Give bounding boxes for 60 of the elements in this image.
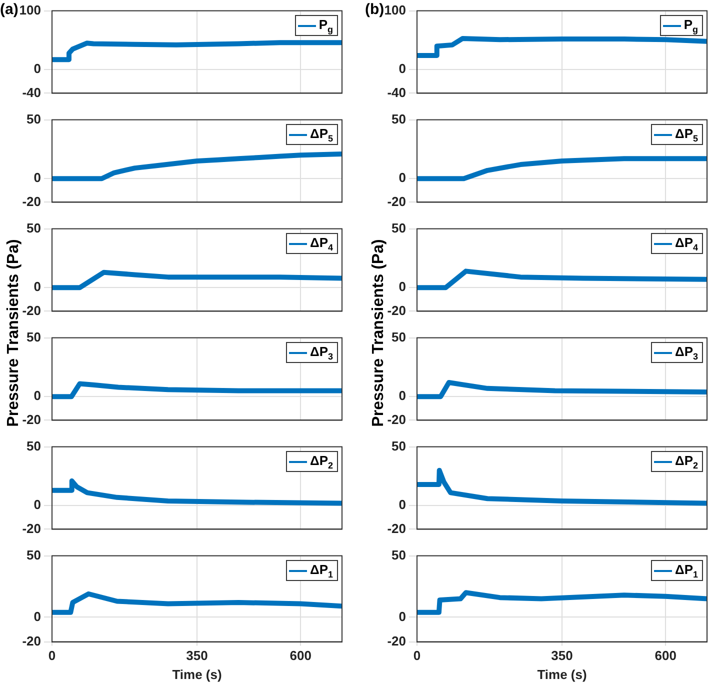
y-tick-label: 50 — [26, 111, 41, 126]
y-tick-label: 50 — [392, 438, 406, 454]
y-tick-label: 100 — [384, 2, 406, 18]
legend-label: P$_{g}$ — [684, 16, 698, 34]
y-tick-label: 50 — [26, 220, 41, 236]
x-axis-title: Time (s) — [537, 666, 587, 682]
legend-label: ΔP$_{5}$ — [674, 126, 698, 144]
y-tick-label: -20 — [22, 412, 41, 427]
y-tick-label: 50 — [26, 329, 41, 344]
legend-label: ΔP$_{4}$ — [674, 234, 698, 252]
y-tick-label: 0 — [398, 388, 406, 404]
y-tick-label: 0 — [398, 170, 406, 186]
y-tick-label: -20 — [387, 302, 406, 318]
y-tick-label: 0 — [398, 279, 406, 294]
legend-label: ΔP$_{1}$ — [310, 562, 333, 580]
y-tick-label: 0 — [34, 497, 41, 512]
y-tick-label: 50 — [392, 329, 406, 344]
y-tick-label: 50 — [26, 438, 41, 454]
y-tick-label: 0 — [34, 279, 41, 294]
y-axis-title: Pressure Transients (Pa) — [370, 239, 388, 427]
legend-label: ΔP$_{5}$ — [310, 126, 333, 144]
y-tick-label: 0 — [34, 388, 41, 404]
y-tick-label: -20 — [387, 520, 406, 536]
legend-label: ΔP$_{3}$ — [310, 344, 333, 362]
x-tick-label: 600 — [290, 648, 312, 664]
legend-label: ΔP$_{1}$ — [674, 562, 698, 580]
y-tick-label: -20 — [22, 633, 41, 648]
x-axis-title: Time (s) — [172, 666, 222, 682]
x-tick-label: 0 — [48, 648, 56, 664]
x-tick-label: 350 — [186, 648, 208, 664]
x-tick-label: 0 — [413, 648, 421, 664]
x-tick-label: 600 — [654, 648, 676, 664]
y-tick-label: 0 — [34, 170, 41, 186]
y-tick-label: 50 — [392, 220, 406, 236]
y-tick-label: 100 — [19, 2, 41, 18]
text: (b) — [365, 1, 384, 18]
legend-label: ΔP$_{3}$ — [674, 344, 698, 362]
text: (a) — [0, 1, 18, 18]
y-tick-label: -20 — [387, 633, 406, 648]
legend-label: P$_{g}$ — [318, 16, 333, 34]
legend-label: ΔP$_{4}$ — [310, 234, 333, 252]
legend-label: ΔP$_{2}$ — [310, 452, 333, 470]
y-axis-title: Pressure Transients (Pa) — [4, 239, 22, 427]
y-tick-label: -40 — [22, 84, 41, 100]
y-tick-label: 0 — [398, 497, 406, 512]
y-tick-label: -20 — [387, 194, 406, 209]
y-tick-label: 50 — [26, 547, 41, 562]
y-tick-label: 50 — [392, 111, 406, 126]
y-tick-label: 50 — [392, 547, 406, 562]
y-tick-label: -20 — [22, 194, 41, 209]
y-tick-label: -20 — [387, 412, 406, 427]
y-tick-label: -20 — [22, 520, 41, 536]
y-tick-label: 0 — [34, 608, 41, 624]
y-tick-label: 0 — [34, 61, 41, 76]
y-tick-label: 0 — [398, 61, 406, 76]
y-tick-label: -40 — [387, 84, 406, 100]
x-tick-label: 350 — [551, 648, 573, 664]
legend-label: ΔP$_{2}$ — [674, 452, 698, 470]
y-tick-label: 0 — [398, 608, 406, 624]
y-tick-label: -20 — [22, 302, 41, 318]
